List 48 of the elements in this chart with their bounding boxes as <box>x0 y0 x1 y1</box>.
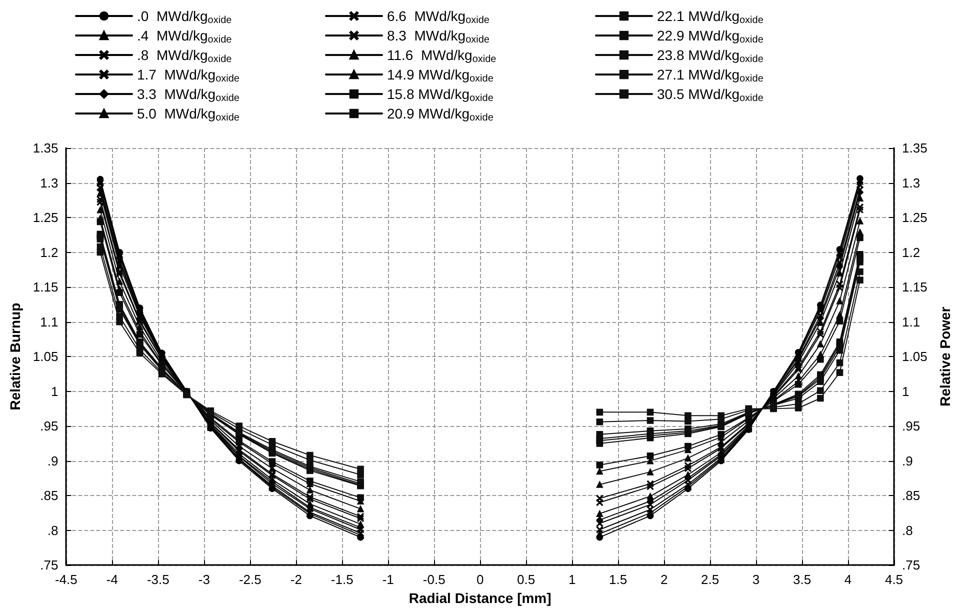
x-tick-label: 2.5 <box>701 572 720 588</box>
x-axis-title: Radial Distance [mm] <box>408 590 552 606</box>
y2-tick-label: .9 <box>902 453 913 468</box>
y2-tick-label: 1.1 <box>902 314 920 330</box>
y2-tick-label: 1.3 <box>902 175 920 190</box>
x-tick-label: -2.5 <box>238 572 262 588</box>
y2-tick-label: .8 <box>902 522 913 538</box>
y-tick-label: 1.2 <box>40 244 58 260</box>
y2-tick-label: 1.2 <box>902 244 920 260</box>
x-tick-label: -1.5 <box>330 572 354 588</box>
y-tick-label: .8 <box>47 522 58 538</box>
y-tick-label: 1.35 <box>32 140 58 156</box>
y-tick-label: 1.1 <box>40 314 58 330</box>
y2-tick-label: 1.15 <box>902 280 928 295</box>
y-tick-label: .75 <box>40 558 58 573</box>
x-tick-label: 1 <box>568 572 576 588</box>
y2-tick-label: .95 <box>902 418 920 434</box>
y-tick-label: 1.25 <box>32 210 58 226</box>
x-tick-label: -1 <box>382 572 394 588</box>
y-tick-label: 1.15 <box>32 280 58 295</box>
y2-tick-label: 1.05 <box>902 349 928 364</box>
y-axis-title: Relative Burnup <box>7 302 23 410</box>
x-tick-label: -2 <box>290 572 302 588</box>
x-tick-label: 3.5 <box>792 572 812 588</box>
x-tick-label: -3.5 <box>146 572 170 588</box>
x-tick-label: 3 <box>752 572 760 588</box>
x-tick-label: -4.5 <box>55 572 78 588</box>
y-tick-label: 1 <box>50 384 58 399</box>
y-tick-label: 1.05 <box>32 349 58 364</box>
x-tick-label: -3 <box>198 572 210 588</box>
y2-tick-label: 1.25 <box>902 210 928 226</box>
x-tick-label: 1.5 <box>609 572 628 588</box>
y-tick-label: .85 <box>40 488 58 504</box>
x-tick-label: 4.5 <box>884 572 904 588</box>
x-tick-label: 2 <box>660 572 668 588</box>
y-tick-label: .95 <box>40 418 58 434</box>
y2-tick-label: .75 <box>902 558 920 573</box>
y2-tick-label: 1 <box>902 384 910 399</box>
y-tick-label: 1.3 <box>40 175 58 190</box>
x-tick-label: 0 <box>476 572 484 588</box>
y2-tick-label: 1.35 <box>902 140 928 156</box>
x-tick-label: 0.5 <box>517 572 536 588</box>
x-tick-label: 4 <box>844 572 852 588</box>
y2-tick-label: .85 <box>902 488 920 504</box>
y2-axis-title: Relative Power <box>937 306 954 406</box>
y-tick-label: .9 <box>47 453 58 468</box>
x-tick-label: -0.5 <box>422 572 446 588</box>
x-tick-label: -4 <box>106 572 118 588</box>
